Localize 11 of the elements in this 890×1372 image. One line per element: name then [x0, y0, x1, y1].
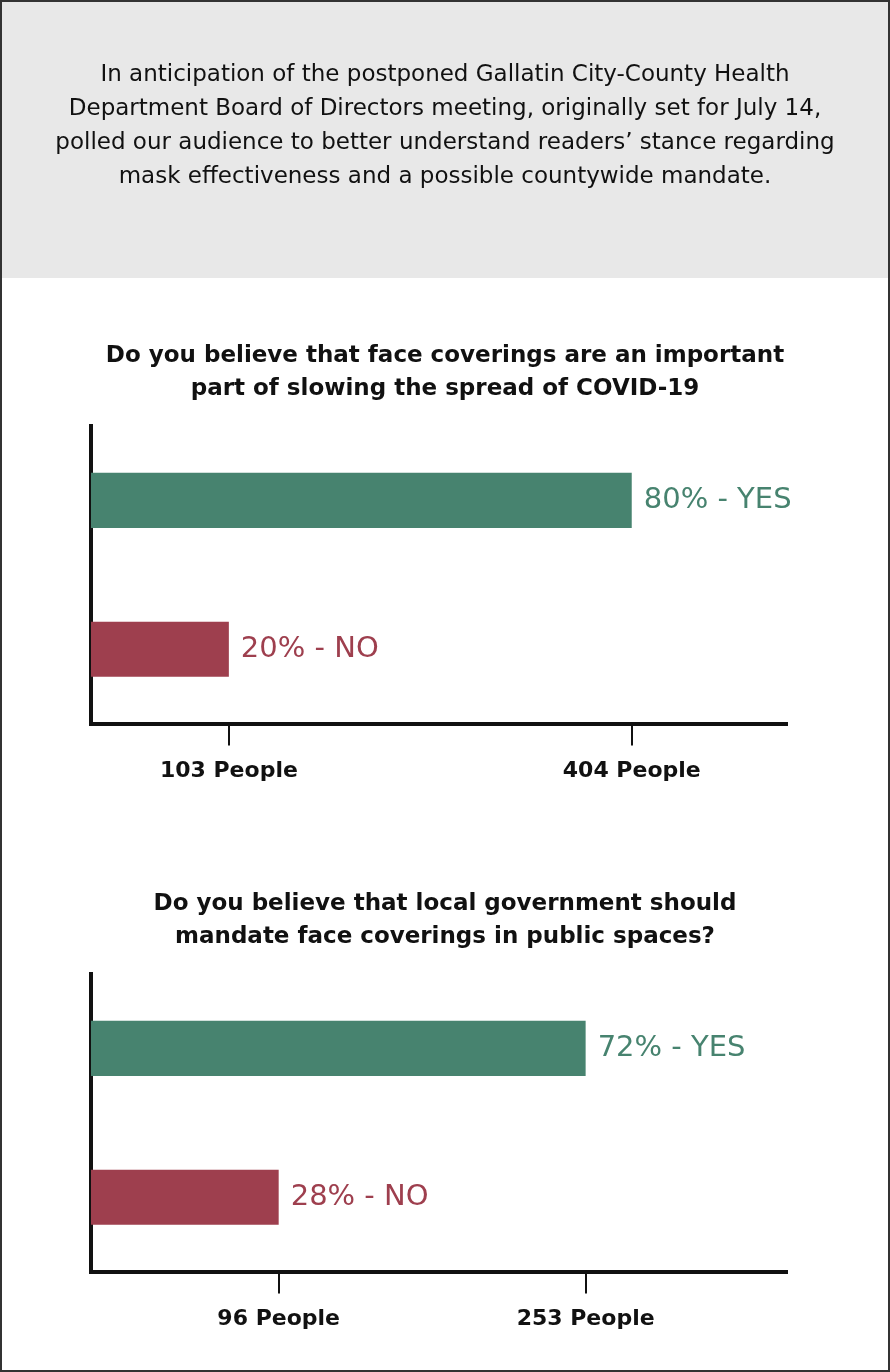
annotation: 80% - YES: [643, 480, 792, 515]
chart-title: Do you believe that local government should mandate face coverings in public spaces?: [152, 888, 738, 950]
annotation: 72% - YES: [597, 1028, 746, 1063]
x-tick-label: 404 People: [562, 756, 701, 782]
x-tick-label: 103 People: [159, 756, 298, 782]
annotation: 28% - NO: [290, 1177, 429, 1212]
x-tick-label: 253 People: [516, 1304, 655, 1330]
chart-title: Do you believe that face coverings are an important part of slowing the spread of COVID-19: [104, 340, 786, 402]
text: In anticipation of the postponed Gallatin City-County Health Department Board of Directors meeting, originally set for July 14, polled our audience to better understand readers’ stance regarding mask effectiveness and a possible countywide mandate.: [2, 2, 888, 278]
annotation: 20% - NO: [240, 629, 379, 664]
x-tick-label: 96 People: [217, 1304, 341, 1330]
